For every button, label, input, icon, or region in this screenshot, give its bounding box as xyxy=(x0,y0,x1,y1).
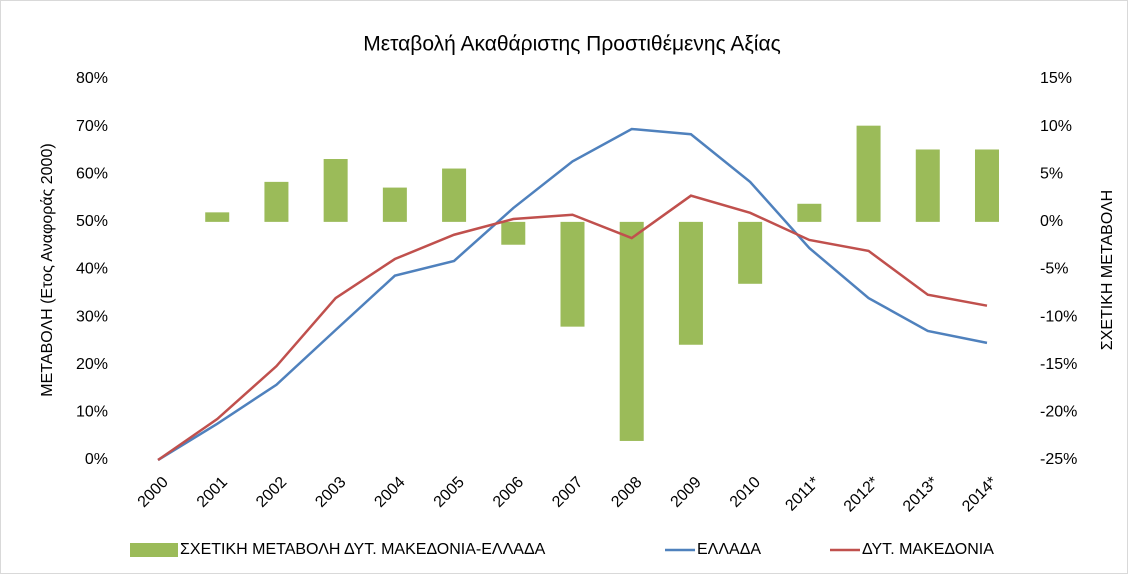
y-tick-label: 60% xyxy=(76,165,108,182)
bar xyxy=(323,159,348,222)
bar xyxy=(797,203,822,222)
y2-tick-label: -5% xyxy=(1040,261,1068,278)
y2-tick-label: -20% xyxy=(1040,404,1077,421)
y-axis-label: ΜΕΤΑΒΟΛΗ (Ετος Αναφοράς 2000) xyxy=(39,143,56,396)
y2-axis-label: ΣΧΕΤΙΚΗ ΜΕΤΑΒΟΛΗ xyxy=(1099,190,1116,350)
bar xyxy=(856,125,881,222)
bar xyxy=(442,168,467,222)
legend-label: ΣΧΕΤΙΚΗ ΜΕΤΑΒΟΛΗ ΔΥΤ. ΜΑΚΕΔΟΝΙΑ-ΕΛΛΑΔΑ xyxy=(180,541,546,558)
bar xyxy=(382,187,407,222)
y-tick-label: 0% xyxy=(85,451,108,468)
bar xyxy=(205,212,230,222)
y2-tick-label: 15% xyxy=(1040,70,1072,87)
y2-tick-label: 0% xyxy=(1040,213,1063,230)
y2-tick-label: -10% xyxy=(1040,308,1077,325)
y2-tick-label: -15% xyxy=(1040,356,1077,373)
line xyxy=(157,127,988,462)
legend-label: ΕΛΛΑΔΑ xyxy=(697,541,761,558)
bar xyxy=(501,221,526,245)
legend-label: ΔΥΤ. ΜΑΚΕΔΟΝΙΑ xyxy=(862,541,994,558)
bar xyxy=(974,149,999,222)
chart-title: Μεταβολή Ακαθάριστης Προστιθέμενης Αξίας xyxy=(363,33,780,56)
bar xyxy=(264,181,289,222)
y-tick-label: 20% xyxy=(76,356,108,373)
y-tick-label: 80% xyxy=(76,70,108,87)
y-tick-label: 40% xyxy=(76,261,108,278)
bar xyxy=(915,149,940,222)
line xyxy=(157,194,988,462)
y2-tick-label: 10% xyxy=(1040,118,1072,135)
y-tick-label: 70% xyxy=(76,118,108,135)
legend-swatch xyxy=(130,543,178,557)
y2-tick-label: 5% xyxy=(1040,165,1063,182)
y-tick-label: 10% xyxy=(76,404,108,421)
bar xyxy=(678,221,703,345)
bar xyxy=(738,221,763,284)
y2-tick-label: -25% xyxy=(1040,451,1077,468)
bar xyxy=(619,221,644,441)
y-tick-label: 50% xyxy=(76,213,108,230)
y-tick-label: 30% xyxy=(76,308,108,325)
bar xyxy=(560,221,585,327)
